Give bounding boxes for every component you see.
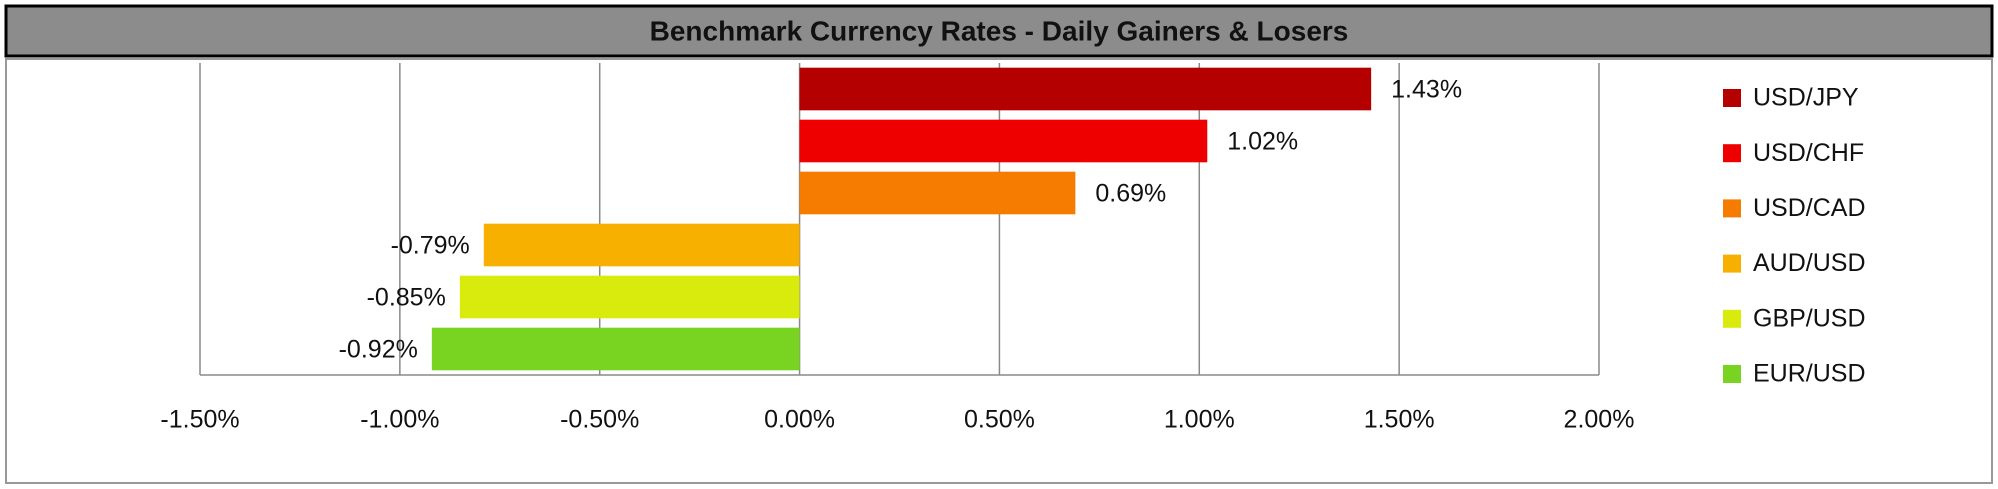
bar — [459, 275, 800, 319]
bar — [799, 67, 1372, 111]
legend-label: USD/JPY — [1753, 84, 1859, 112]
bar — [483, 223, 800, 267]
legend-label: GBP/USD — [1753, 304, 1866, 332]
data-label: -0.85% — [367, 284, 446, 312]
data-label: -0.79% — [391, 232, 470, 260]
legend-label: AUD/USD — [1753, 249, 1866, 277]
x-tick-label: -1.50% — [160, 406, 239, 434]
chart-title: Benchmark Currency Rates - Daily Gainers… — [650, 15, 1349, 46]
x-tick-label: -0.50% — [560, 406, 639, 434]
data-label: 1.02% — [1227, 128, 1298, 156]
x-tick-label: -1.00% — [360, 406, 439, 434]
x-tick-label: 1.00% — [1164, 406, 1235, 434]
bar — [799, 119, 1208, 163]
x-tick-label: 1.50% — [1364, 406, 1435, 434]
legend-swatch — [1723, 365, 1741, 383]
legend-label: USD/CAD — [1753, 194, 1866, 222]
bar — [799, 171, 1076, 215]
x-tick-label: 0.00% — [764, 406, 835, 434]
x-tick-label: 2.00% — [1564, 406, 1635, 434]
legend-swatch — [1723, 309, 1741, 328]
x-tick-label: 0.50% — [964, 406, 1035, 434]
legend-swatch — [1723, 254, 1741, 273]
legend-swatch — [1723, 89, 1741, 107]
legend-swatch — [1723, 199, 1741, 218]
legend-label: EUR/USD — [1753, 360, 1866, 388]
legend-swatch — [1723, 144, 1741, 163]
data-label: 0.69% — [1095, 180, 1166, 208]
data-label: 1.43% — [1391, 76, 1462, 104]
data-label: -0.92% — [339, 336, 418, 364]
legend-label: USD/CHF — [1753, 139, 1864, 167]
bar — [431, 327, 800, 371]
title-bar — [4, 4, 1994, 58]
